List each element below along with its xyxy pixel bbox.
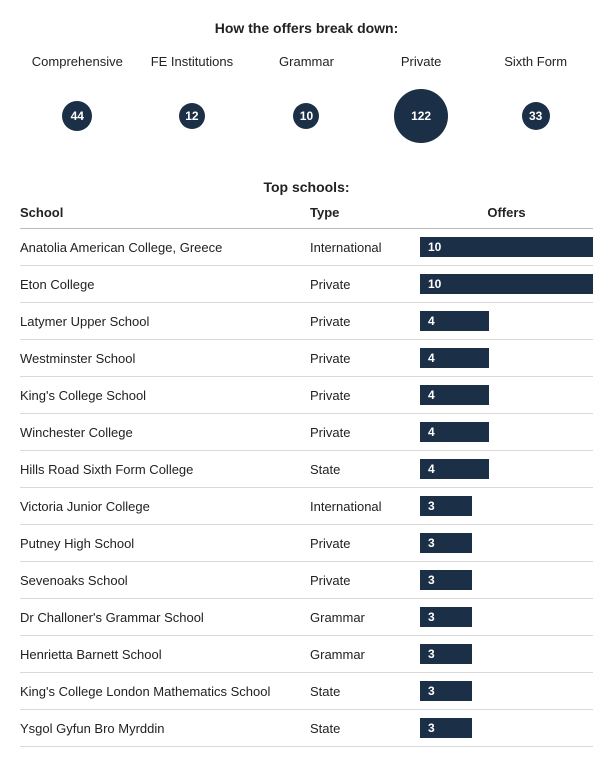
cell-type: State	[310, 721, 420, 736]
table-row: Westminster SchoolPrivate4	[20, 340, 593, 377]
cell-type: State	[310, 684, 420, 699]
col-header-offers: Offers	[420, 205, 593, 220]
cell-type: Grammar	[310, 610, 420, 625]
cell-type: Private	[310, 425, 420, 440]
breakdown-label: Private	[364, 54, 479, 69]
breakdown-label: Comprehensive	[20, 54, 135, 69]
cell-school: Westminster School	[20, 351, 310, 366]
cell-school: Putney High School	[20, 536, 310, 551]
breakdown-label: Sixth Form	[478, 54, 593, 69]
offers-bar: 3	[420, 681, 472, 701]
cell-school: Anatolia American College, Greece	[20, 240, 310, 255]
table-row: Dr Challoner's Grammar SchoolGrammar3	[20, 599, 593, 636]
cell-school: King's College School	[20, 388, 310, 403]
offers-bar: 10	[420, 237, 593, 257]
breakdown-bubble-cell: 12	[135, 103, 250, 129]
offers-bar: 4	[420, 422, 489, 442]
breakdown-bubble-cell: 33	[478, 102, 593, 130]
offers-bar: 3	[420, 533, 472, 553]
offers-bar: 4	[420, 385, 489, 405]
breakdown-bubble: 44	[62, 101, 92, 131]
offers-bar: 4	[420, 459, 489, 479]
cell-type: Private	[310, 388, 420, 403]
top-schools-table: School Type Offers Anatolia American Col…	[20, 199, 593, 747]
cell-school: Eton College	[20, 277, 310, 292]
offers-bar: 4	[420, 348, 489, 368]
table-row: Latymer Upper SchoolPrivate4	[20, 303, 593, 340]
breakdown-bubble-cell: 10	[249, 103, 364, 129]
table-row: Ysgol Gyfun Bro MyrddinState3	[20, 710, 593, 747]
breakdown-label: FE Institutions	[135, 54, 250, 69]
cell-type: Private	[310, 277, 420, 292]
cell-offers: 4	[420, 311, 593, 331]
cell-type: State	[310, 462, 420, 477]
breakdown-title: How the offers break down:	[20, 20, 593, 36]
cell-offers: 3	[420, 570, 593, 590]
breakdown-label: Grammar	[249, 54, 364, 69]
cell-offers: 3	[420, 681, 593, 701]
cell-school: Winchester College	[20, 425, 310, 440]
cell-type: International	[310, 240, 420, 255]
col-header-type: Type	[310, 205, 420, 220]
cell-type: Grammar	[310, 647, 420, 662]
col-header-school: School	[20, 205, 310, 220]
cell-offers: 3	[420, 607, 593, 627]
cell-school: Dr Challoner's Grammar School	[20, 610, 310, 625]
cell-school: Ysgol Gyfun Bro Myrddin	[20, 721, 310, 736]
offers-bar: 3	[420, 496, 472, 516]
breakdown-bubble-cell: 44	[20, 101, 135, 131]
offers-bar: 3	[420, 718, 472, 738]
cell-type: Private	[310, 573, 420, 588]
breakdown-bubbles-row: 44 12 10 122 33	[20, 81, 593, 151]
offers-bar: 3	[420, 644, 472, 664]
cell-school: Henrietta Barnett School	[20, 647, 310, 662]
breakdown-bubble: 33	[522, 102, 550, 130]
cell-type: International	[310, 499, 420, 514]
cell-type: Private	[310, 351, 420, 366]
cell-school: Sevenoaks School	[20, 573, 310, 588]
cell-offers: 4	[420, 385, 593, 405]
cell-offers: 3	[420, 644, 593, 664]
cell-offers: 4	[420, 459, 593, 479]
cell-offers: 3	[420, 533, 593, 553]
cell-school: King's College London Mathematics School	[20, 684, 310, 699]
table-row: Eton CollegePrivate10	[20, 266, 593, 303]
table-row: Sevenoaks SchoolPrivate3	[20, 562, 593, 599]
cell-school: Victoria Junior College	[20, 499, 310, 514]
offers-bar: 4	[420, 311, 489, 331]
table-row: Putney High SchoolPrivate3	[20, 525, 593, 562]
breakdown-bubble: 12	[179, 103, 205, 129]
cell-offers: 4	[420, 422, 593, 442]
cell-type: Private	[310, 314, 420, 329]
table-row: King's College London Mathematics School…	[20, 673, 593, 710]
table-row: Winchester CollegePrivate4	[20, 414, 593, 451]
offers-bar: 3	[420, 570, 472, 590]
cell-offers: 3	[420, 496, 593, 516]
cell-offers: 3	[420, 718, 593, 738]
cell-school: Hills Road Sixth Form College	[20, 462, 310, 477]
cell-offers: 4	[420, 348, 593, 368]
breakdown-bubble: 10	[293, 103, 319, 129]
cell-offers: 10	[420, 274, 593, 294]
breakdown-bubble: 122	[394, 89, 448, 143]
table-row: Hills Road Sixth Form CollegeState4	[20, 451, 593, 488]
table-row: Anatolia American College, GreeceInterna…	[20, 229, 593, 266]
offers-bar: 10	[420, 274, 593, 294]
cell-offers: 10	[420, 237, 593, 257]
cell-school: Latymer Upper School	[20, 314, 310, 329]
table-row: King's College SchoolPrivate4	[20, 377, 593, 414]
top-schools-title: Top schools:	[20, 179, 593, 195]
offers-bar: 3	[420, 607, 472, 627]
breakdown-bubble-cell: 122	[364, 89, 479, 143]
table-row: Victoria Junior CollegeInternational3	[20, 488, 593, 525]
cell-type: Private	[310, 536, 420, 551]
table-header: School Type Offers	[20, 199, 593, 229]
breakdown-labels-row: ComprehensiveFE InstitutionsGrammarPriva…	[20, 54, 593, 69]
